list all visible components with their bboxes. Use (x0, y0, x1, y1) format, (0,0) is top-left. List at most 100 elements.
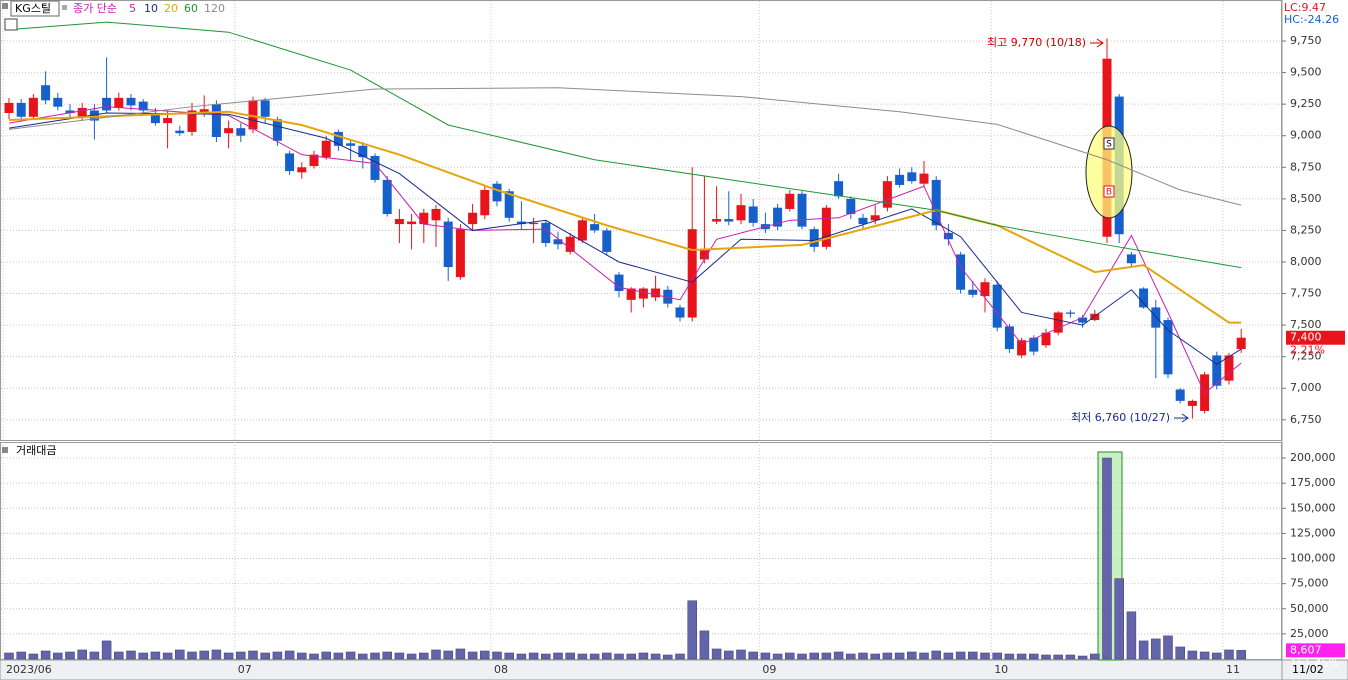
volume-bar (443, 650, 453, 660)
buy-signal (1103, 185, 1115, 198)
ma-line (8, 110, 1242, 324)
ma-line (8, 112, 1242, 365)
candle-body (419, 212, 429, 225)
candle-body (797, 193, 807, 227)
legend-icon (2, 447, 8, 453)
volume-bar (211, 649, 222, 660)
y-tick-label: 7,000 (1290, 381, 1322, 394)
x-tick-label: 2023/06 (6, 663, 52, 676)
candle-body (175, 130, 185, 134)
candle-body (687, 229, 697, 318)
candle-body (980, 282, 990, 297)
candle-body (260, 100, 270, 117)
candle-body (455, 229, 465, 278)
candle-body (638, 288, 648, 299)
volume-bar (223, 652, 234, 660)
volume-bar (382, 651, 392, 660)
volume-bar (724, 650, 734, 660)
volume-bar (272, 651, 283, 660)
candle-body (358, 145, 368, 158)
y-tick-label: 7,500 (1290, 318, 1322, 331)
volume-bar (370, 652, 380, 660)
buy-signal-text: B (1106, 188, 1112, 198)
y-tick-label: 8,750 (1290, 160, 1322, 173)
volume-bar (821, 652, 832, 660)
volume-bar (785, 652, 795, 660)
candle-body (102, 97, 112, 111)
candle-body (480, 190, 490, 216)
volume-bar (199, 650, 209, 660)
candle-body (114, 97, 124, 108)
price-panel (0, 0, 1282, 441)
legend-icon (2, 3, 8, 9)
candle-body (1187, 400, 1197, 406)
legend-entry: 120 (204, 2, 225, 15)
candle-body (492, 183, 502, 202)
x-tick-label: 07 (238, 663, 252, 676)
legend-icon (62, 5, 67, 10)
volume-ratio-label: 161.45% (1290, 656, 1339, 669)
volume-bar (699, 630, 710, 660)
volume-bar (528, 652, 539, 660)
volume-tick-label: 125,000 (1290, 526, 1336, 539)
volume-bar (53, 652, 63, 660)
candle-body (333, 131, 343, 146)
candle-body (651, 288, 661, 298)
volume-bar (541, 653, 551, 660)
volume-tick-label: 200,000 (1290, 451, 1336, 464)
volume-bar (1138, 640, 1149, 660)
candle-body (1175, 389, 1185, 401)
table-icon (4, 18, 18, 31)
volume-bar (553, 652, 563, 660)
candle-body (675, 307, 685, 318)
volume-bar (577, 653, 588, 660)
volume-bar (248, 650, 258, 660)
volume-bar (260, 652, 270, 660)
volume-bar (333, 652, 344, 660)
sell-signal-text: S (1106, 140, 1112, 150)
volume-bar (1175, 646, 1185, 660)
volume-bar (894, 652, 905, 660)
candle-body (1151, 307, 1161, 328)
candle-body (126, 97, 136, 106)
volume-bar (187, 651, 197, 660)
volume-bar (126, 650, 136, 660)
volume-bar (968, 651, 978, 660)
volume-bar (1126, 611, 1137, 660)
volume-bar (736, 649, 746, 660)
candle-body (65, 110, 75, 113)
volume-tick-label: 75,000 (1290, 577, 1329, 590)
candle-body (846, 198, 856, 215)
volume-bar (602, 652, 612, 660)
x-tick-label: 09 (762, 663, 776, 676)
volume-bar (955, 651, 966, 660)
volume-bar (77, 649, 87, 660)
candle-body (553, 239, 563, 245)
volume-bar (406, 653, 417, 660)
candle-body (1041, 332, 1051, 346)
volume-bar (1029, 653, 1039, 660)
volume-bar (1090, 653, 1100, 660)
candle-body (138, 101, 148, 111)
volume-bar (992, 652, 1002, 660)
candle-body (614, 274, 624, 292)
candle-body (394, 219, 404, 225)
volume-bar (675, 653, 685, 660)
sell-signal (1103, 137, 1115, 150)
volume-bar (175, 649, 185, 660)
y-tick-label: 8,000 (1290, 255, 1322, 268)
candle-body (565, 236, 575, 252)
volume-bar (748, 651, 758, 660)
symbol: KG스틸 (15, 2, 51, 15)
candle-body (1163, 320, 1173, 375)
volume-bar (833, 651, 844, 660)
candle-body (785, 193, 795, 209)
candle-body (16, 102, 26, 117)
candle-body (956, 254, 966, 290)
candle-body (992, 284, 1002, 328)
volume-bar (711, 648, 722, 660)
signal-ellipse (1085, 125, 1133, 219)
legend-entry: 5 (129, 2, 136, 15)
volume-bar (321, 651, 331, 660)
